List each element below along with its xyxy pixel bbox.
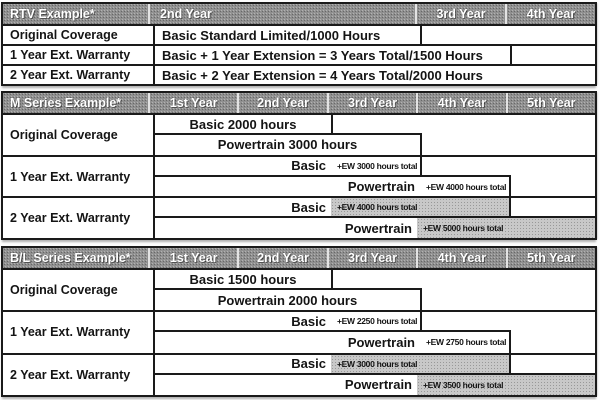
table-row: 2 Year Ext. Warranty Basic +EW 4000 hour… [3, 198, 595, 239]
coverage-bar-basic: Basic 2000 hours [155, 115, 333, 135]
bl-header-row: B/L Series Example* 1st Year 2nd Year 3r… [3, 248, 595, 270]
coverage-bar-basic: Basic 1500 hours [155, 270, 333, 290]
coverage-bar-label: Powertrain [344, 377, 412, 393]
coverage-bar-label: Powertrain [347, 179, 415, 194]
year-header-4th: 4th Year [416, 93, 505, 113]
coverage-bar-powertrain: Powertrain +EW 2750 hours total [155, 330, 511, 353]
table-row: Original Coverage Basic 1500 hours Power… [3, 270, 595, 313]
row-label: 1 Year Ext. Warranty [3, 156, 155, 197]
row-label: Original Coverage [3, 115, 155, 155]
table-row: Original Coverage Basic Standard Limited… [3, 26, 595, 46]
row-label: Original Coverage [3, 270, 155, 311]
coverage-bar-extension: +EW 3500 hours total [417, 374, 595, 395]
table-title: B/L Series Example* [10, 251, 131, 265]
year-header-3rd: 3rd Year [326, 248, 416, 268]
year-header-5th: 5th Year [505, 93, 595, 113]
row-label: Original Coverage [3, 26, 155, 44]
coverage-bar-powertrain: Powertrain +EW 3500 hours total [155, 372, 595, 395]
year-header-2nd: 2nd Year [237, 93, 326, 113]
row-label: 1 Year Ext. Warranty [3, 312, 155, 353]
coverage-bar-powertrain: Powertrain +EW 5000 hours total [155, 216, 595, 239]
rtv-example-table: RTV Example* 2nd Year 3rd Year 4th Year … [1, 2, 597, 86]
coverage-bar-extension: +EW 5000 hours total [417, 218, 595, 239]
table-row: 1 Year Ext. Warranty Basic +EW 3000 hour… [3, 156, 595, 199]
table-row: 1 Year Ext. Warranty Basic + 1 Year Exte… [3, 46, 595, 66]
m-header-row: M Series Example* 1st Year 2nd Year 3rd … [3, 93, 595, 115]
coverage-bar-extension: +EW 3000 hours total [331, 354, 509, 373]
year-header-2nd: 2nd Year [148, 4, 415, 24]
row-label: 2 Year Ext. Warranty [3, 66, 155, 84]
table-row: 2 Year Ext. Warranty Basic +EW 3000 hour… [3, 354, 595, 395]
coverage-bar-basic: Basic +EW 2250 hours total [155, 312, 422, 333]
bl-series-example-table: B/L Series Example* 1st Year 2nd Year 3r… [1, 246, 597, 397]
year-header-4th: 4th Year [505, 4, 595, 24]
coverage-bar-powertrain: Powertrain +EW 4000 hours total [155, 174, 511, 197]
coverage-bar-label: Basic [291, 199, 326, 215]
coverage-bar: Basic + 1 Year Extension = 3 Years Total… [155, 46, 512, 64]
coverage-bar: Basic Standard Limited/1000 Hours [155, 26, 422, 44]
table-row: Original Coverage Basic 2000 hours Power… [3, 115, 595, 157]
year-header-1st: 1st Year [148, 248, 237, 268]
year-header-1st: 1st Year [148, 93, 237, 113]
coverage-bar-extension: +EW 3000 hours total [337, 160, 418, 171]
coverage-bar-basic: Basic +EW 3000 hours total [155, 354, 511, 375]
coverage-bar-label: Powertrain [344, 220, 412, 236]
row-label: 2 Year Ext. Warranty [3, 354, 155, 395]
year-header-4th: 4th Year [416, 248, 505, 268]
coverage-bar: Basic + 2 Year Extension = 4 Years Total… [155, 66, 595, 84]
m-series-example-table: M Series Example* 1st Year 2nd Year 3rd … [1, 91, 597, 240]
coverage-bar-label: Basic [291, 313, 326, 329]
table-title: RTV Example* [10, 7, 95, 21]
coverage-bar-extension: +EW 4000 hours total [331, 198, 509, 217]
row-label: 2 Year Ext. Warranty [3, 198, 155, 239]
coverage-bar-extension: +EW 2750 hours total [426, 337, 507, 348]
table-row: 2 Year Ext. Warranty Basic + 2 Year Exte… [3, 66, 595, 84]
year-header-5th: 5th Year [505, 248, 595, 268]
table-title: M Series Example* [10, 96, 122, 110]
rtv-header-row: RTV Example* 2nd Year 3rd Year 4th Year [3, 4, 595, 26]
coverage-bar-extension: +EW 4000 hours total [426, 181, 507, 192]
year-header-3rd: 3rd Year [415, 4, 505, 24]
coverage-bar-powertrain: Powertrain 2000 hours [155, 288, 422, 311]
coverage-bar-label: Basic [291, 356, 326, 372]
year-header-3rd: 3rd Year [326, 93, 416, 113]
coverage-bar-label: Powertrain [347, 334, 415, 350]
coverage-bar-extension: +EW 2250 hours total [337, 316, 418, 327]
coverage-bar-label: Basic [291, 158, 326, 174]
coverage-bar-basic: Basic +EW 4000 hours total [155, 198, 511, 219]
coverage-bar-powertrain: Powertrain 3000 hours [155, 133, 422, 155]
table-row: 1 Year Ext. Warranty Basic +EW 2250 hour… [3, 312, 595, 355]
year-header-2nd: 2nd Year [237, 248, 326, 268]
coverage-bar-basic: Basic +EW 3000 hours total [155, 156, 422, 177]
row-label: 1 Year Ext. Warranty [3, 46, 155, 64]
